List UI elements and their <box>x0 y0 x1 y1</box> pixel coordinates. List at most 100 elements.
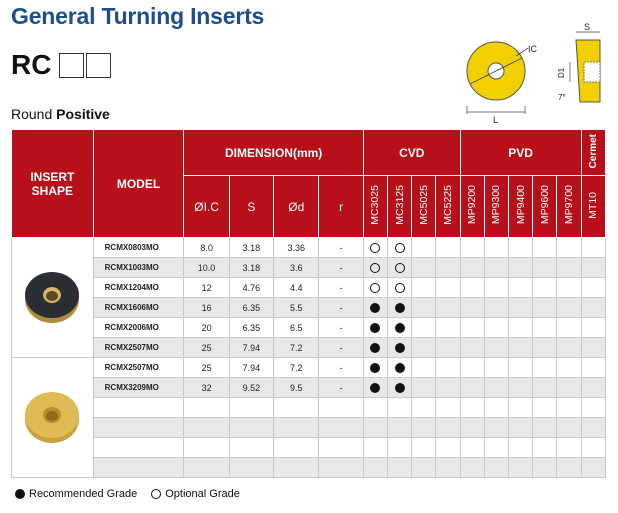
grade-cell <box>532 237 558 258</box>
grade-cell <box>362 257 389 278</box>
dim-d-cell: 4.4 <box>273 277 320 298</box>
header-dim-ic: ØI.C <box>183 175 230 238</box>
dim-s-cell <box>228 417 275 438</box>
grade-cell <box>508 397 534 418</box>
grade-cell <box>362 237 389 258</box>
grade-cell <box>435 257 461 278</box>
grade-cell <box>435 397 461 418</box>
dim-r-cell: - <box>318 277 364 298</box>
label-l: L <box>493 115 498 124</box>
dim-r-cell: - <box>318 257 364 278</box>
model-cell: RCMX3209MO <box>92 377 185 398</box>
header-pvd: PVD <box>459 129 582 176</box>
table-row: RCMX1606MO 16 6.35 5.5- <box>12 297 607 318</box>
grade-cell <box>411 397 437 418</box>
grade-cell <box>362 397 389 418</box>
insert-dimension-drawing: IC L S D1 7° <box>466 22 601 124</box>
grade-cell <box>580 257 607 278</box>
grade-cell <box>459 357 485 378</box>
grade-cell <box>483 317 510 338</box>
dim-s-cell <box>228 397 275 418</box>
grade-cell <box>387 457 413 478</box>
grade-cell <box>362 437 389 458</box>
table-row: RCMX1003MO 10.0 3.18 3.6- <box>12 257 607 278</box>
dim-s-cell <box>228 437 275 458</box>
grade-cell <box>580 297 607 318</box>
grade-cell <box>459 257 485 278</box>
grade-cell <box>387 317 413 338</box>
header-grade: MT10 <box>580 175 607 238</box>
model-cell: RCMX2507MO <box>92 337 185 358</box>
grade-cell <box>532 297 558 318</box>
header-grade: MP9200 <box>459 175 485 238</box>
grade-cell <box>362 377 389 398</box>
grade-cell <box>532 337 558 358</box>
dim-r-cell <box>318 417 364 438</box>
grade-cell <box>580 237 607 258</box>
grade-cell <box>532 437 558 458</box>
grade-cell <box>411 377 437 398</box>
dim-d-cell: 6.5 <box>273 317 320 338</box>
header-grade: MP9700 <box>556 175 582 238</box>
grade-cell <box>411 437 437 458</box>
insert-code-row: RC <box>11 49 113 81</box>
model-cell <box>92 417 185 438</box>
subtitle-shape: Round <box>11 106 53 122</box>
grade-cell <box>435 417 461 438</box>
dim-ic-cell: 32 <box>183 377 230 398</box>
open-circle-icon <box>394 282 405 293</box>
code-placeholder-box <box>86 52 112 78</box>
grade-cell <box>483 237 510 258</box>
table-row <box>12 397 607 418</box>
dim-d-cell <box>273 397 320 418</box>
grade-cell <box>362 357 389 378</box>
grade-cell <box>435 317 461 338</box>
grade-cell <box>532 457 558 478</box>
filled-circle-icon <box>15 489 25 499</box>
grade-cell <box>387 417 413 438</box>
grade-cell <box>508 337 534 358</box>
filled-circle-icon <box>394 302 405 313</box>
grade-cell <box>459 237 485 258</box>
table-row: RCMX3209MO 32 9.52 9.5- <box>12 377 607 398</box>
grade-cell <box>435 337 461 358</box>
insert-image-black <box>11 237 94 358</box>
table-row: RCMX1204MO 12 4.76 4.4- <box>12 277 607 298</box>
grade-cell <box>532 397 558 418</box>
header-grade: MP9300 <box>483 175 510 238</box>
dim-s-cell: 3.18 <box>228 257 275 278</box>
grade-cell <box>387 237 413 258</box>
grade-cell <box>532 377 558 398</box>
open-circle-icon <box>151 489 162 499</box>
filled-circle-icon <box>370 382 381 393</box>
grade-cell <box>556 377 582 398</box>
dim-r-cell <box>318 457 364 478</box>
dim-s-cell: 3.18 <box>228 237 275 258</box>
legend-recommended: Recommended Grade <box>15 488 137 500</box>
grade-cell <box>459 377 485 398</box>
header-dim-r: r <box>318 175 364 238</box>
grade-cell <box>508 417 534 438</box>
grade-cell <box>556 277 582 298</box>
grade-cell <box>411 357 437 378</box>
table-row <box>12 437 607 458</box>
dim-d-cell: 5.5 <box>273 297 320 318</box>
grade-cell <box>435 457 461 478</box>
grade-cell <box>580 417 607 438</box>
dim-d-cell: 9.5 <box>273 377 320 398</box>
legend-optional: Optional Grade <box>151 488 240 500</box>
header-insert-shape: INSERT SHAPE <box>11 129 94 238</box>
grade-cell <box>508 357 534 378</box>
filled-circle-icon <box>370 322 381 333</box>
dim-ic-cell <box>183 417 230 438</box>
header-dim-s: S <box>228 175 275 238</box>
dim-r-cell: - <box>318 237 364 258</box>
open-circle-icon <box>370 282 381 293</box>
grade-cell <box>387 297 413 318</box>
grade-cell <box>435 297 461 318</box>
dim-r-cell: - <box>318 377 364 398</box>
grade-cell <box>556 317 582 338</box>
grade-cell <box>508 277 534 298</box>
dim-s-cell: 7.94 <box>228 357 275 378</box>
grade-cell <box>387 277 413 298</box>
